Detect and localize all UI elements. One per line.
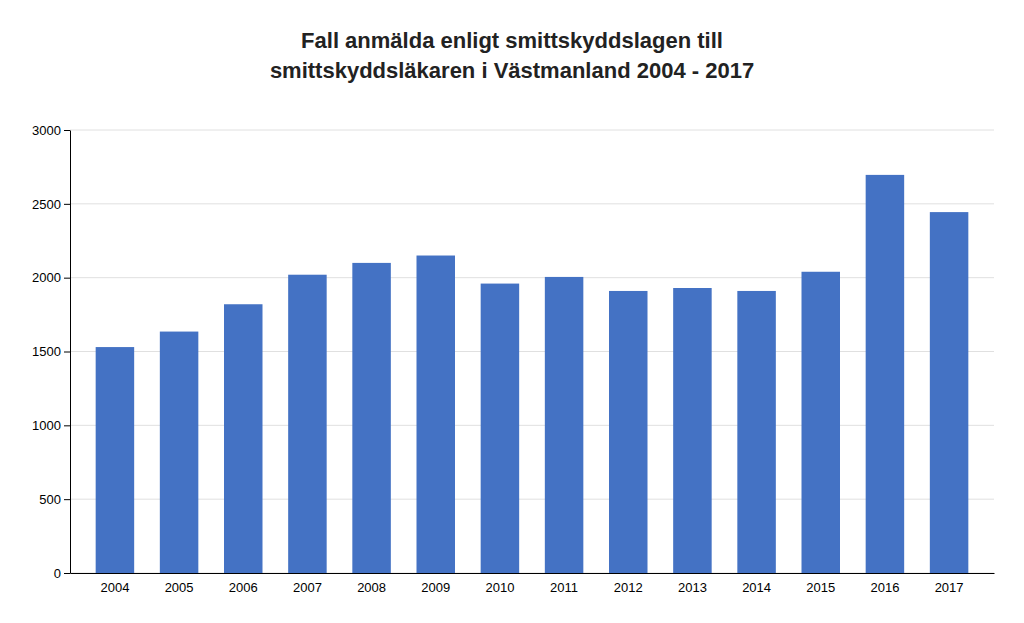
grid	[70, 130, 994, 573]
x-tick-label: 2005	[165, 580, 194, 595]
title: Fall anmälda enligt smittskyddslagen til…	[270, 28, 754, 83]
x-tick: 2005	[165, 580, 194, 595]
y-tick-label: 500	[39, 492, 61, 507]
y-tick-label: 2500	[32, 196, 61, 211]
x-axis: 2004 2005 2006 2007 2008 2009 2010 2011 2012 2013…	[71, 574, 995, 596]
x-tick: 2004	[100, 580, 129, 595]
y-tick: 0	[54, 566, 70, 581]
y-tick-label: 1500	[32, 344, 61, 359]
x-tick-label: 2006	[229, 580, 258, 595]
x-tick: 2013	[678, 580, 707, 595]
y-tick-mark	[64, 130, 70, 131]
x-tick-label: 2017	[935, 580, 964, 595]
bar	[352, 263, 391, 573]
x-tick: 2007	[293, 580, 322, 595]
x-tick-label: 2010	[485, 580, 514, 595]
bar	[866, 175, 905, 573]
x-tick-label: 2016	[870, 580, 899, 595]
bar	[609, 291, 648, 573]
bar	[288, 275, 327, 573]
bar	[160, 332, 199, 573]
bar	[481, 284, 519, 573]
y-tick: 500	[39, 492, 70, 507]
y-axis: 0 500 1000 1500 2000 2500 3000	[32, 123, 70, 581]
x-tick: 2014	[742, 580, 771, 595]
x-tick: 2006	[229, 580, 258, 595]
y-tick-mark	[64, 278, 70, 279]
y-tick: 2500	[32, 196, 70, 211]
bar	[930, 212, 969, 573]
x-tick-label: 2013	[678, 580, 707, 595]
y-tick-mark	[64, 573, 70, 574]
x-tick-label: 2011	[550, 580, 578, 595]
x-tick: 2017	[935, 580, 964, 595]
bar	[417, 256, 456, 573]
bar	[224, 304, 263, 573]
x-tick-label: 2015	[806, 580, 835, 595]
x-tick: 2009	[421, 580, 450, 595]
y-tick-label: 0	[54, 566, 61, 581]
bar	[96, 347, 134, 573]
x-tick: 2008	[357, 580, 386, 595]
x-tick: 2015	[806, 580, 835, 595]
y-tick-label: 2000	[32, 270, 61, 285]
x-tick: 2016	[870, 580, 899, 595]
grid-line	[70, 425, 994, 426]
grid-line	[70, 203, 994, 204]
y-tick-label: 3000	[32, 123, 61, 138]
y-axis-line	[70, 131, 71, 574]
grid-line	[70, 277, 994, 278]
y-tick-mark	[64, 499, 70, 500]
grid-line	[70, 351, 994, 352]
bar	[545, 277, 584, 573]
bar	[737, 291, 776, 573]
y-tick-mark	[64, 425, 70, 426]
y-tick: 1500	[32, 344, 70, 359]
x-tick-label: 2014	[742, 580, 771, 595]
plot: 2004 2005 2006 2007 2008 2009 2010 2011 2012 2013…	[32, 123, 994, 596]
x-axis-line	[71, 573, 995, 574]
bar	[673, 288, 712, 573]
y-tick-mark	[64, 204, 70, 205]
y-tick: 3000	[32, 123, 70, 138]
bars	[96, 175, 969, 573]
x-tick-label: 2007	[293, 580, 322, 595]
y-tick: 1000	[32, 418, 70, 433]
x-tick-label: 2009	[421, 580, 450, 595]
y-tick: 2000	[32, 270, 70, 285]
y-tick-label: 1000	[32, 418, 61, 433]
y-tick-mark	[64, 352, 70, 353]
x-tick: 2012	[614, 580, 643, 595]
chart: Fall anmälda enligt smittskyddslagen til…	[0, 0, 1024, 623]
x-tick-label: 2012	[614, 580, 643, 595]
grid-line	[70, 499, 994, 500]
x-tick-label: 2004	[100, 580, 129, 595]
x-tick-label: 2008	[357, 580, 386, 595]
x-tick: 2011	[550, 580, 578, 595]
x-tick: 2010	[485, 580, 514, 595]
bar	[802, 272, 841, 573]
grid-line	[70, 573, 994, 574]
grid-line	[70, 130, 994, 131]
